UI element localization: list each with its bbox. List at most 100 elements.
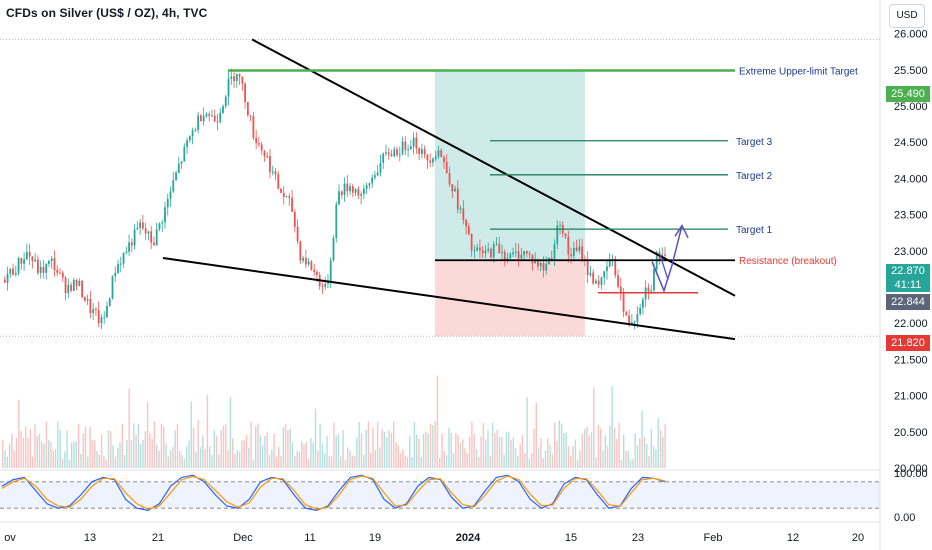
volume-bar <box>68 459 71 468</box>
candle-body <box>153 242 155 246</box>
volume-bar <box>225 424 227 468</box>
volume-bar <box>243 440 245 468</box>
volume-bar <box>73 441 75 468</box>
candle-body <box>166 198 169 208</box>
candle-body <box>589 272 592 276</box>
volume-bar <box>604 435 606 468</box>
volume-bar <box>324 453 326 468</box>
target2-label: Target 2 <box>736 171 773 182</box>
volume-bar <box>501 437 503 468</box>
candle-body <box>307 261 310 265</box>
volume-bar <box>519 443 521 468</box>
candle-body <box>578 246 581 251</box>
candle-body <box>327 282 329 284</box>
volume-bar <box>77 424 80 468</box>
candle-body <box>346 183 349 192</box>
candle-body <box>467 226 470 234</box>
volume-bar <box>20 430 22 468</box>
candle-body <box>235 74 238 82</box>
candle-body <box>456 188 459 210</box>
extreme-target-label: Extreme Upper-limit Target <box>739 67 858 78</box>
volume-bar <box>135 434 137 468</box>
candle-body <box>324 283 327 287</box>
candle-body <box>86 299 89 301</box>
candle-body <box>412 137 415 147</box>
candle-body <box>125 251 128 253</box>
volume-bar <box>84 426 87 468</box>
volume-bar <box>641 410 643 468</box>
volume-bar <box>462 439 464 468</box>
volume-bar <box>190 401 192 468</box>
candle-body <box>183 146 186 162</box>
volume-bar <box>192 427 195 468</box>
volume-bar <box>402 448 404 468</box>
volume-bar <box>531 452 533 468</box>
candle-body <box>316 271 318 275</box>
x-tick-label: 15 <box>565 532 577 544</box>
volume-bar <box>314 408 317 468</box>
volume-bar <box>432 425 434 468</box>
y-tick-label: 25.000 <box>894 101 928 113</box>
volume-bar <box>234 453 236 468</box>
volume-bar <box>648 455 650 468</box>
volume-bar <box>2 440 4 468</box>
candle-body <box>393 149 396 157</box>
candle-body <box>415 137 418 149</box>
candle-body <box>48 260 50 264</box>
volume-bar <box>222 425 225 468</box>
candle-body <box>172 180 175 192</box>
candle-body <box>385 152 387 154</box>
volume-bar <box>169 449 172 468</box>
y-tick-label: 23.500 <box>894 210 928 222</box>
candle-body <box>213 115 216 122</box>
candle-body <box>180 161 183 164</box>
candle-body <box>597 280 600 285</box>
candle-body <box>144 228 147 234</box>
x-tick-label: 2024 <box>456 532 481 544</box>
candle-body <box>396 149 398 156</box>
candle-body <box>642 299 644 308</box>
volume-bar <box>105 459 107 468</box>
volume-bar <box>156 444 158 468</box>
volume-bar <box>547 438 549 468</box>
x-tick-label: 12 <box>787 532 799 544</box>
volume-bar <box>149 432 151 468</box>
oscillator-band <box>0 481 880 509</box>
volume-bar <box>57 421 59 468</box>
volume-bar <box>100 435 103 468</box>
candle-body <box>351 186 354 193</box>
volume-bar <box>498 436 501 468</box>
volume-bar <box>328 456 330 468</box>
x-tick-label: ov <box>4 532 16 544</box>
volume-bar <box>255 426 257 468</box>
countdown-badge: 41:11 <box>886 278 930 292</box>
candle-body <box>310 261 313 270</box>
volume-bar <box>195 451 197 468</box>
candle-body <box>465 220 467 227</box>
volume-bar <box>406 457 409 468</box>
volume-bar <box>275 456 278 468</box>
volume-bar <box>524 453 526 468</box>
volume-bar <box>303 444 305 468</box>
candle-body <box>603 271 606 278</box>
candle-body <box>512 252 514 255</box>
candle-body <box>150 231 153 243</box>
volume-bar <box>636 445 639 468</box>
candle-body <box>97 309 100 324</box>
candle-body <box>255 137 258 144</box>
candle-body <box>528 253 531 255</box>
volume-bar <box>80 453 82 468</box>
currency-button[interactable]: USD <box>889 4 925 28</box>
volume-bar <box>574 439 577 468</box>
volume-bar <box>96 450 98 468</box>
candle-body <box>186 140 188 147</box>
volume-bar <box>439 457 441 468</box>
volume-bar <box>163 426 165 468</box>
candle-body <box>155 229 158 246</box>
candle-body <box>426 154 429 161</box>
volume-bar <box>241 440 243 468</box>
volume-bar <box>473 433 475 468</box>
volume-bar <box>36 435 38 468</box>
candle-body <box>136 227 139 230</box>
